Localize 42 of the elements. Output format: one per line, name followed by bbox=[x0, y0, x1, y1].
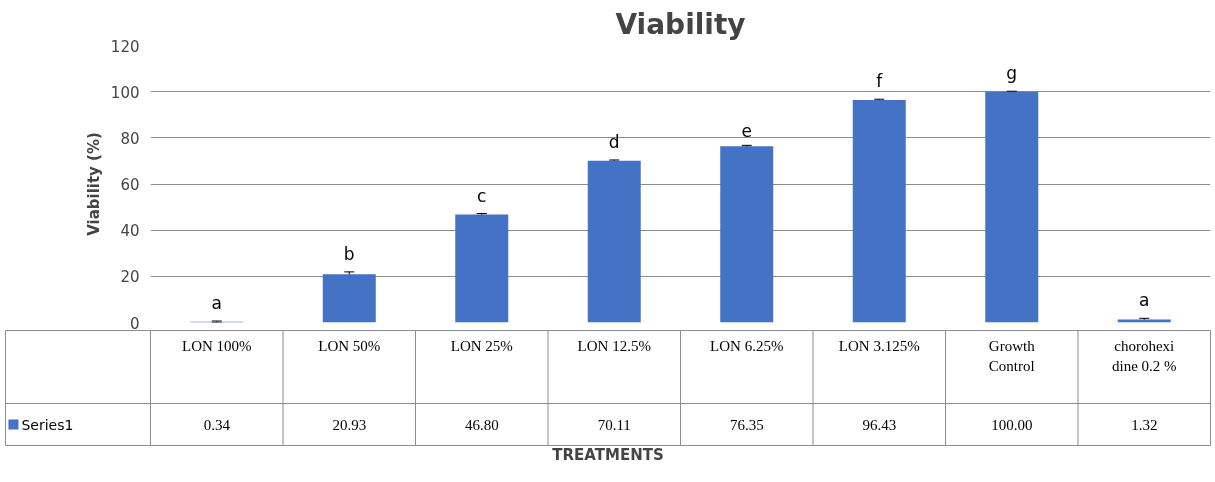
annotation: a bbox=[1139, 290, 1150, 311]
x-tick-label: chorohexidine 0.2 % bbox=[1111, 337, 1177, 375]
annotation: e bbox=[741, 121, 752, 142]
annotation: d bbox=[608, 131, 620, 152]
bar bbox=[852, 99, 906, 323]
annotation: b bbox=[343, 243, 355, 264]
data-label: 70.11 bbox=[597, 416, 631, 433]
data-label: 76.35 bbox=[729, 416, 764, 433]
y-tick-label: 60 bbox=[120, 176, 140, 194]
data-label: 96.43 bbox=[862, 416, 897, 433]
data-label: 1.32 bbox=[1131, 416, 1158, 433]
bar bbox=[455, 214, 509, 323]
legend-label: Series1 bbox=[21, 416, 74, 433]
bar bbox=[587, 160, 641, 323]
y-tick-label: 0 bbox=[129, 314, 140, 333]
x-tick-label: LON 50% bbox=[318, 337, 381, 354]
x-tick-label: LON 25% bbox=[450, 337, 513, 354]
annotation: c bbox=[477, 185, 487, 206]
x-tick-label: LON 6.25% bbox=[710, 337, 784, 354]
y-axis-title: Viability (%) bbox=[84, 132, 103, 236]
bar bbox=[1117, 319, 1171, 323]
bar bbox=[322, 274, 376, 323]
data-label: 20.93 bbox=[332, 416, 367, 433]
bar bbox=[985, 91, 1039, 323]
chart-title: Viability bbox=[615, 7, 746, 41]
y-tick-label: 120 bbox=[110, 37, 140, 56]
x-axis-title: TREATMENTS bbox=[552, 445, 664, 464]
y-tick-label: 20 bbox=[120, 268, 140, 287]
y-tick-label: 80 bbox=[120, 129, 140, 148]
annotation: f bbox=[876, 71, 884, 92]
annotation: a bbox=[211, 293, 222, 314]
data-label: 0.34 bbox=[203, 416, 231, 433]
y-tick-label: 40 bbox=[120, 222, 140, 241]
data-label: 46.80 bbox=[464, 416, 499, 433]
annotation: g bbox=[1006, 63, 1018, 84]
data-label: 100.00 bbox=[991, 416, 1033, 433]
x-tick-label: LON 12.5% bbox=[577, 337, 651, 354]
y-tick-label: 100 bbox=[110, 83, 140, 102]
x-tick-label: LON 100% bbox=[181, 337, 252, 354]
x-tick-label: LON 3.125% bbox=[838, 337, 920, 354]
x-tick-label: Growth Control bbox=[988, 337, 1036, 375]
bar bbox=[720, 146, 774, 323]
